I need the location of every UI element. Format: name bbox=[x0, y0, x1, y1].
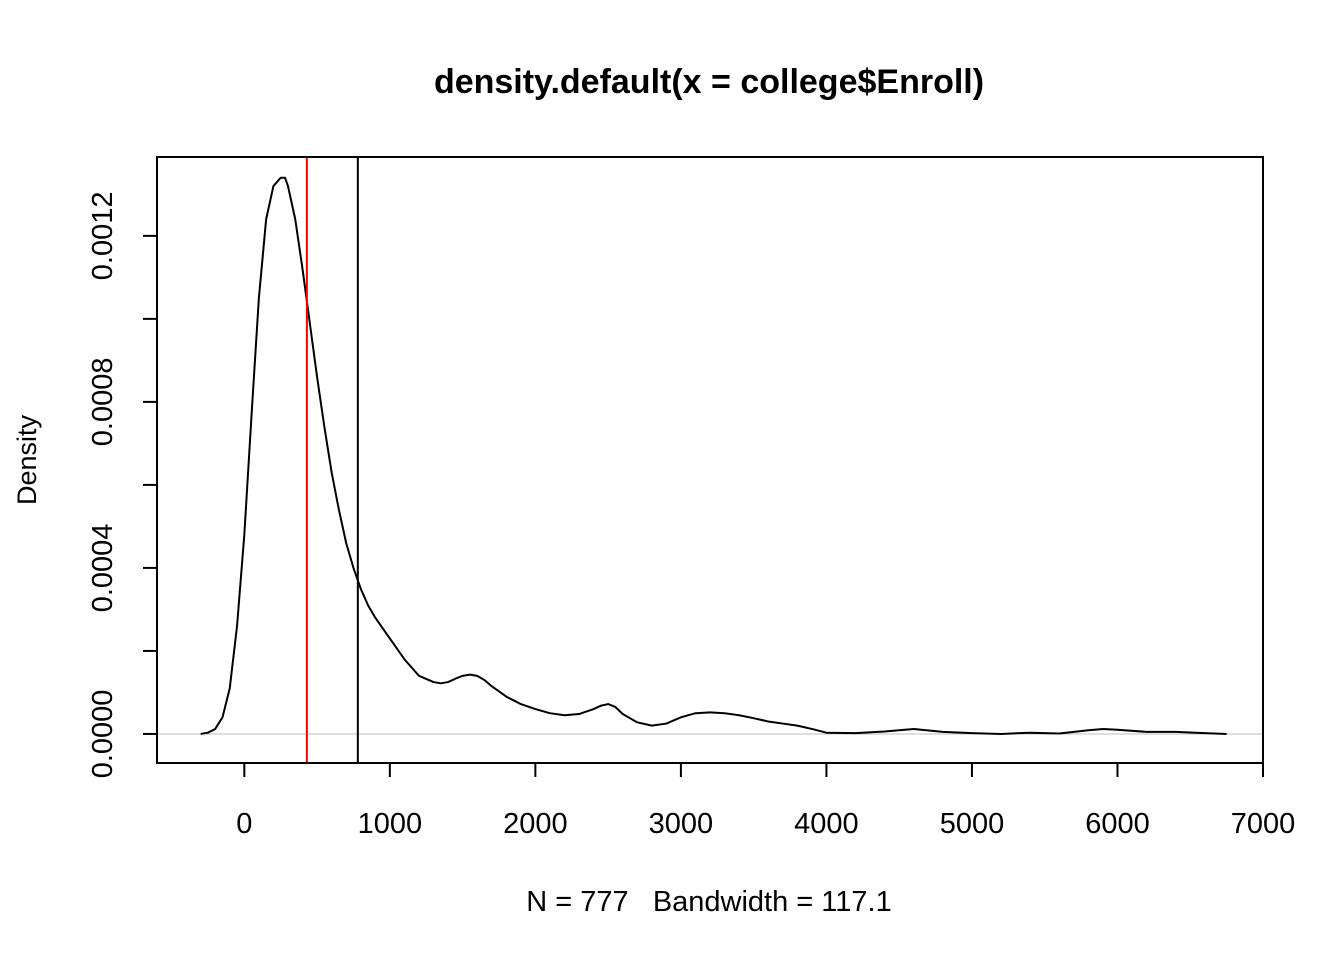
x-tick-label: 4000 bbox=[794, 808, 859, 840]
x-tick-label: 3000 bbox=[649, 808, 714, 840]
x-tick-label: 5000 bbox=[940, 808, 1005, 840]
plot-area: 0 1000 2000 3000 4000 5000 6000 7000 0.0000 0.000… bbox=[87, 156, 1296, 840]
chart-title: density.default(x = college$Enroll) bbox=[434, 63, 984, 101]
x-tick-label: 0 bbox=[236, 808, 252, 840]
density-curve bbox=[200, 176, 1227, 735]
chart-subtitle: N = 777 Bandwidth = 117.1 bbox=[526, 886, 891, 918]
x-tick-label: 7000 bbox=[1231, 808, 1296, 840]
plot-frame bbox=[156, 156, 1264, 764]
x-tick-label: 6000 bbox=[1085, 808, 1150, 840]
y-tick-label: 0.0012 bbox=[87, 192, 119, 281]
y-tick-label: 0.0008 bbox=[87, 358, 119, 447]
y-axis-label: Density bbox=[12, 414, 42, 505]
y-tick-label: 0.0000 bbox=[87, 690, 119, 779]
x-tick-label: 2000 bbox=[503, 808, 568, 840]
x-tick-label: 1000 bbox=[358, 808, 423, 840]
y-tick-label: 0.0004 bbox=[87, 524, 119, 613]
